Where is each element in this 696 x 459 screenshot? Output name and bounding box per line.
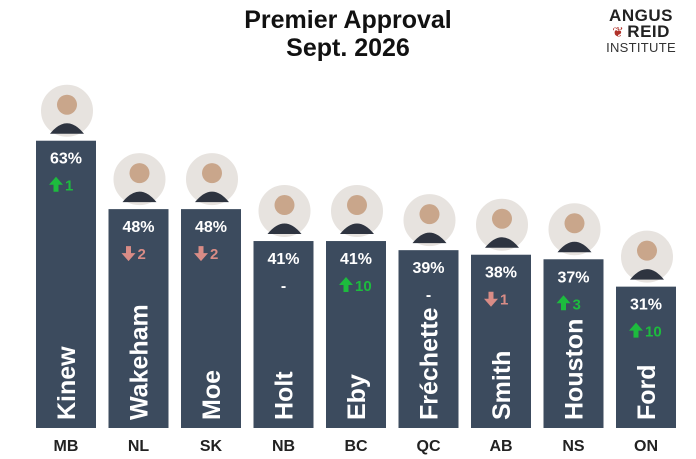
change-label: 10 bbox=[645, 324, 662, 341]
portrait-shoulders-icon bbox=[267, 223, 302, 235]
premier-name-label: Moe bbox=[198, 370, 226, 420]
value-label: 63% bbox=[50, 151, 82, 168]
change-label: 1 bbox=[500, 292, 508, 309]
bar-nb bbox=[253, 241, 314, 428]
premier-name-label: Eby bbox=[343, 374, 371, 420]
bar-on bbox=[616, 286, 676, 428]
province-label: SK bbox=[200, 438, 223, 455]
chart-title: Premier Approval Sept. 2026 bbox=[0, 6, 696, 62]
change-label: 3 bbox=[573, 296, 581, 313]
portrait-head-icon bbox=[347, 195, 367, 216]
change-label: - bbox=[426, 287, 431, 304]
portrait-shoulders-icon bbox=[50, 123, 84, 134]
portrait-head-icon bbox=[129, 163, 150, 184]
value-label: 38% bbox=[485, 265, 517, 282]
premier-name-label: Smith bbox=[488, 351, 516, 420]
premier-name-label: Wakeham bbox=[126, 304, 154, 420]
bar-ab bbox=[471, 254, 531, 428]
logo-line-3: INSTITUTE bbox=[606, 40, 676, 55]
arrow-down-icon bbox=[194, 246, 208, 262]
change-label: 10 bbox=[355, 278, 372, 295]
logo-line-1: ANGUS bbox=[609, 6, 673, 25]
arrow-up-icon bbox=[339, 277, 353, 293]
value-label: 48% bbox=[195, 219, 227, 236]
premier-name-label: Fréchette bbox=[416, 307, 444, 420]
bar-ns bbox=[543, 259, 604, 428]
premier-name-label: Holt bbox=[271, 371, 299, 420]
value-label: 39% bbox=[412, 260, 444, 277]
premier-name-label: Kinew bbox=[53, 346, 81, 420]
portrait-head-icon bbox=[57, 94, 77, 115]
arrow-up-icon bbox=[629, 322, 643, 338]
title-line-2: Sept. 2026 bbox=[286, 34, 410, 62]
value-label: 48% bbox=[122, 219, 154, 236]
value-label: 31% bbox=[630, 297, 662, 314]
bar-qc bbox=[398, 250, 459, 428]
portrait-head-icon bbox=[419, 204, 440, 225]
portrait-shoulders-icon bbox=[630, 269, 664, 280]
bar-bc bbox=[326, 241, 386, 428]
portrait-shoulders-icon bbox=[557, 241, 592, 253]
province-label: MB bbox=[54, 438, 79, 455]
change-label: 1 bbox=[65, 178, 73, 195]
portrait-head-icon bbox=[564, 213, 585, 234]
title-line-1: Premier Approval bbox=[244, 6, 452, 34]
province-label: QC bbox=[417, 438, 441, 455]
arrow-up-icon bbox=[49, 176, 63, 192]
bar-nl bbox=[108, 209, 169, 428]
bar-sk bbox=[181, 209, 241, 428]
change-label: - bbox=[281, 278, 286, 295]
arrow-down-icon bbox=[484, 291, 498, 307]
province-label: AB bbox=[489, 438, 512, 455]
portrait-shoulders-icon bbox=[195, 191, 229, 203]
portrait-head-icon bbox=[274, 195, 295, 216]
portrait-head-icon bbox=[202, 163, 222, 184]
change-label: 2 bbox=[138, 246, 146, 263]
portrait-shoulders-icon bbox=[485, 237, 519, 248]
bar-mb bbox=[36, 140, 96, 428]
change-label: 2 bbox=[210, 246, 218, 263]
province-label: ON bbox=[634, 438, 658, 455]
province-label: NS bbox=[562, 438, 585, 455]
value-label: 41% bbox=[340, 251, 372, 268]
logo-line-2-wrap: ❦ REID bbox=[598, 22, 684, 41]
value-label: 37% bbox=[557, 269, 589, 286]
portrait-shoulders-icon bbox=[412, 232, 447, 244]
arrow-down-icon bbox=[121, 246, 136, 262]
premier-name-label: Ford bbox=[633, 364, 661, 420]
portrait-shoulders-icon bbox=[122, 191, 157, 203]
portrait-head-icon bbox=[492, 208, 512, 229]
portrait-head-icon bbox=[637, 240, 657, 261]
province-label: BC bbox=[344, 438, 368, 455]
maple-leaf-icon: ❦ bbox=[612, 24, 625, 40]
logo-line-2: REID bbox=[627, 22, 670, 41]
value-label: 41% bbox=[267, 251, 299, 268]
angus-reid-logo: ANGUS ❦ REID INSTITUTE bbox=[598, 6, 684, 56]
portrait-shoulders-icon bbox=[340, 223, 374, 235]
province-label: NB bbox=[272, 438, 295, 455]
arrow-up-icon bbox=[556, 295, 571, 311]
province-label: NL bbox=[128, 438, 150, 455]
premier-name-label: Houston bbox=[561, 319, 589, 420]
